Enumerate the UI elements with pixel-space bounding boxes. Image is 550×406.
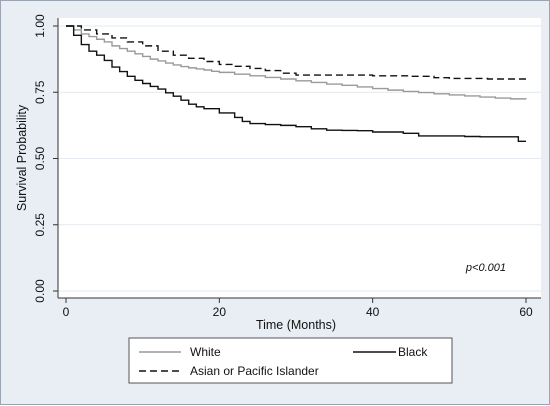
legend-label-white: White [190, 345, 221, 359]
series-layer [66, 25, 527, 142]
y-axis-title: Survival Probability [15, 104, 29, 211]
tick-labels: 0 20 40 60 0.00 0.25 0.50 0.75 1.00 [33, 14, 533, 319]
gridlines [58, 25, 541, 292]
y-tick-label-3: 0.75 [33, 80, 47, 104]
legend-label-black: Black [398, 345, 428, 359]
axes [53, 18, 541, 303]
x-tick-label-2: 40 [366, 305, 380, 319]
y-tick-label-1: 0.25 [33, 213, 47, 237]
series-line-1 [66, 25, 526, 142]
x-tick-label-1: 20 [213, 305, 227, 319]
legend-label-asian: Asian or Pacific Islander [190, 364, 319, 378]
x-axis-title: Time (Months) [256, 318, 336, 332]
legend: White Black Asian or Pacific Islander [128, 337, 453, 384]
y-tick-label-2: 0.50 [33, 146, 47, 170]
series-line-0 [66, 25, 527, 100]
p-value-annotation: p<0.001 [465, 262, 506, 274]
y-tick-label-4: 1.00 [33, 14, 47, 38]
x-tick-label-0: 0 [63, 305, 70, 319]
x-tick-label-3: 60 [519, 305, 533, 319]
y-tick-label-0: 0.00 [33, 279, 47, 303]
legend-box [128, 337, 453, 384]
